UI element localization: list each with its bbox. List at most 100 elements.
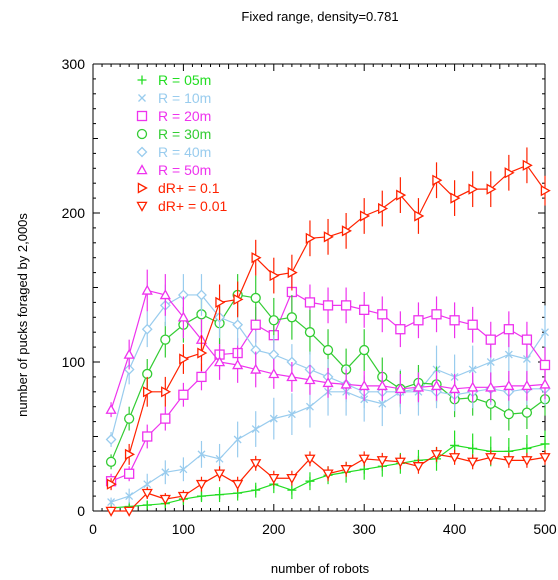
data-point <box>539 359 551 371</box>
data-point <box>161 386 172 398</box>
data-point <box>521 456 533 467</box>
series-layer <box>105 147 551 517</box>
legend-item-5: R = 50m <box>136 162 211 178</box>
legend-marker <box>136 201 148 212</box>
data-point <box>413 315 424 326</box>
data-point <box>160 334 171 345</box>
legend-marker <box>138 94 146 102</box>
data-point <box>142 500 152 510</box>
x-tick-label: 0 <box>89 521 97 537</box>
data-point <box>414 210 425 222</box>
data-point <box>177 491 190 502</box>
y-tick-label: 200 <box>62 205 86 221</box>
legend-marker <box>136 128 148 140</box>
legend-marker <box>137 182 148 194</box>
data-point <box>268 315 279 326</box>
data-point <box>376 380 388 391</box>
data-point <box>213 356 226 367</box>
data-point <box>215 296 226 309</box>
data-point <box>485 381 497 392</box>
legend-label: R = 20m <box>158 108 211 124</box>
data-point <box>125 492 134 501</box>
data-point <box>286 473 298 485</box>
data-point <box>358 454 370 465</box>
data-point <box>540 439 550 449</box>
data-point <box>504 350 513 359</box>
data-point <box>541 328 549 337</box>
data-point <box>142 431 153 442</box>
data-point <box>503 456 515 467</box>
data-point <box>268 368 280 379</box>
data-point <box>251 425 260 434</box>
data-point <box>503 324 514 335</box>
data-point <box>504 167 515 179</box>
data-point <box>468 183 479 195</box>
data-point <box>359 210 371 222</box>
data-point <box>376 456 388 467</box>
data-point <box>448 382 461 394</box>
data-point <box>269 414 278 423</box>
data-point <box>179 353 190 365</box>
legend-label: R = 30m <box>158 126 211 142</box>
data-point <box>322 300 334 311</box>
data-point <box>304 297 316 308</box>
data-point <box>395 324 406 335</box>
data-point <box>160 413 171 424</box>
data-point <box>268 349 280 360</box>
data-point <box>105 403 117 414</box>
data-point <box>486 358 495 366</box>
series-5 <box>105 269 551 418</box>
data-point <box>539 378 551 389</box>
data-point <box>250 459 262 470</box>
legend: R = 05m R = 10m R = 20m R = 30m R = 40m R = 5… <box>136 72 227 214</box>
x-tick-label: 100 <box>172 521 196 537</box>
data-point <box>287 266 298 279</box>
data-point <box>449 315 460 326</box>
data-point <box>232 479 244 491</box>
data-point <box>431 309 442 320</box>
data-point <box>323 231 334 243</box>
data-point <box>412 462 425 473</box>
data-point <box>197 347 208 359</box>
data-point <box>177 311 190 322</box>
data-point <box>233 293 244 306</box>
legend-label: R = 05m <box>158 72 211 88</box>
data-point <box>195 479 208 491</box>
data-point <box>522 443 532 453</box>
data-point <box>304 374 316 385</box>
data-point <box>105 456 117 467</box>
data-point <box>159 494 171 505</box>
data-point <box>467 381 479 392</box>
data-point <box>233 435 242 444</box>
legend-label: dR+ = 0.01 <box>158 198 227 214</box>
data-point <box>215 454 224 463</box>
data-point <box>467 457 479 468</box>
x-tick-label: 200 <box>262 521 286 537</box>
data-point <box>450 192 461 204</box>
data-point <box>123 348 135 359</box>
data-point <box>503 380 515 391</box>
legend-marker <box>136 164 148 175</box>
x-tick-label: 400 <box>443 521 467 537</box>
data-point <box>179 465 188 474</box>
legend-label: R = 50m <box>158 162 211 178</box>
data-point <box>250 363 262 374</box>
data-point <box>322 344 334 356</box>
data-point <box>178 389 189 400</box>
legend-marker <box>136 146 148 158</box>
data-point <box>251 485 261 495</box>
data-point <box>143 480 152 489</box>
data-point <box>521 407 533 418</box>
data-point <box>232 319 244 331</box>
legend-item-2: R = 20m <box>136 108 211 124</box>
series-7 <box>105 446 551 517</box>
data-point <box>396 189 407 201</box>
data-point <box>304 454 316 465</box>
legend-item-3: R = 30m <box>136 126 211 142</box>
data-point <box>394 382 406 394</box>
legend-label: R = 40m <box>158 144 211 160</box>
x-axis-label: number of robots <box>271 561 370 576</box>
data-point <box>503 408 514 420</box>
data-point <box>142 386 154 398</box>
data-point <box>196 289 207 301</box>
